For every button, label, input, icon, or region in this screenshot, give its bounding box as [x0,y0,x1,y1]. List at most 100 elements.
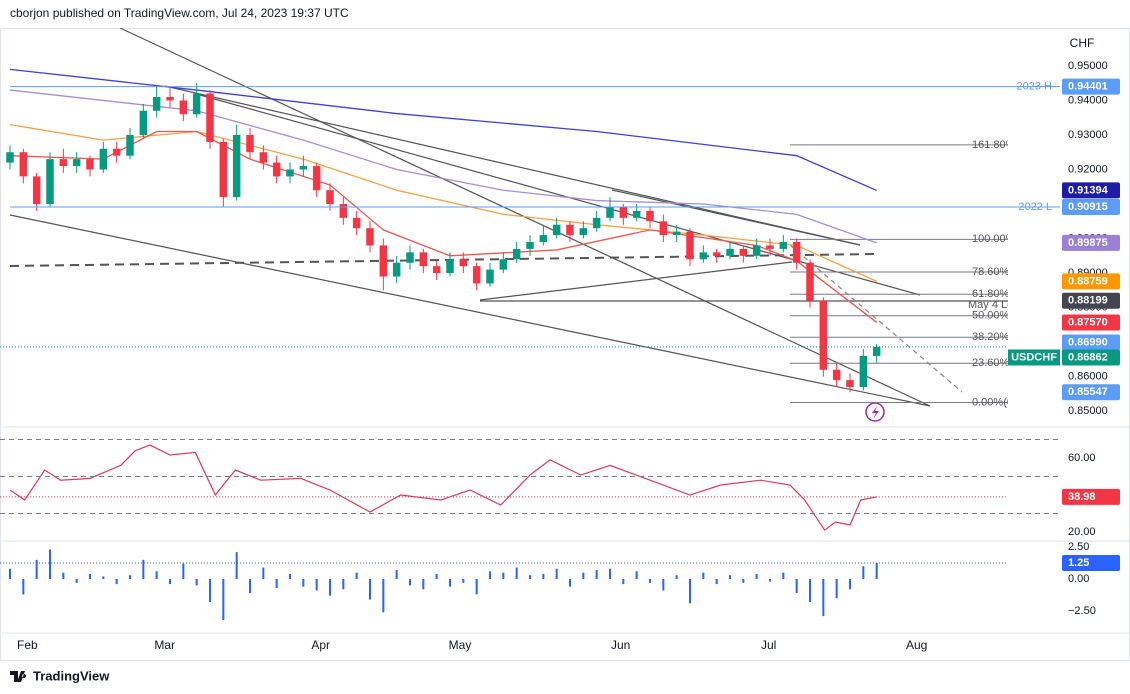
y-tick-label: 0.95000 [1068,60,1108,72]
candle-body [366,228,374,246]
candle-body [859,355,868,388]
candle-body [139,110,148,135]
y-tick-label: 0.92000 [1068,163,1108,175]
candle-body [499,259,508,270]
candle-body [672,231,681,236]
candle-body [112,148,121,156]
fib-label: 78.60%(0.89030) [972,266,1056,278]
y-tick-label: 0.93000 [1068,129,1108,141]
candle-body [379,245,388,277]
histogram-bar [609,568,611,580]
fib-label: 61.80%(0.88386) [972,288,1056,300]
histogram-bar [409,579,411,586]
candle-body [539,235,548,243]
price-tag-label: 0.86862 [1068,351,1108,363]
histogram-bar [342,579,345,590]
histogram-bar [849,579,851,590]
histogram-bar [569,579,571,587]
histogram-bar [435,573,438,580]
histogram-bar [22,579,25,595]
histogram-bar [809,579,811,603]
y-tick-label: 20.00 [1068,526,1096,538]
price-tag-label: 0.87570 [1068,316,1108,328]
candle-body [326,190,334,205]
histogram-bar [395,570,398,580]
histogram-bar [769,579,771,582]
candle-body [752,245,761,256]
candle-body [766,245,774,249]
candle-body [552,224,561,236]
price-tag-label: 0.85547 [1068,386,1108,398]
price-tag [1062,198,1120,215]
trendline [789,244,963,393]
price-tag-label: 1.25 [1068,557,1089,569]
candle-body [299,166,308,170]
histogram-bar [169,579,171,585]
candle-body [179,100,188,115]
logo [10,671,27,682]
histogram-bar [422,579,425,590]
candle-body [432,266,441,274]
histogram-bar [742,579,745,583]
x-tick-label: Feb [17,638,38,652]
candle-body [46,159,54,205]
y-tick-label: 0.86000 [1068,371,1108,383]
candle-body [232,134,241,198]
candle-body [846,380,854,388]
candle-body [312,166,321,191]
candle-body [166,96,174,101]
histogram-bar [222,579,225,620]
trendline [164,85,861,246]
histogram-bar [582,572,585,580]
histogram-bar [302,579,305,587]
histogram-bar [542,573,545,580]
candle-body [832,369,841,381]
histogram-bar [875,563,878,580]
x-tick-label: Mar [154,638,175,652]
currency: CHF [1070,36,1095,50]
fib-label: 100.00%(0.89977) [972,233,1063,245]
y-tick-label: −2.50 [1068,605,1096,617]
candle-body [392,262,401,277]
y-tick-label: 0.94000 [1068,94,1108,106]
histogram-bar [755,573,758,580]
histogram-bar [209,579,211,603]
candle-body [19,152,28,177]
price-tag-label: 0.88199 [1068,295,1108,307]
fib-label: 161.80%(0.92712) [972,139,1063,151]
histogram-bar [142,559,145,580]
histogram-bar [475,579,478,595]
histogram-bar [502,572,505,580]
candle-body [246,134,254,153]
annotation: May 4 Low [968,299,1021,311]
rsi-line [9,444,877,532]
candle-body [472,266,481,284]
candle-body [606,207,614,218]
histogram-bar [369,579,371,600]
price-tag [1062,555,1120,572]
level-label: 2023 H [1017,80,1053,92]
candle-body [126,134,134,156]
candle-body [192,93,201,115]
candle-body [632,210,641,218]
price-tag [1062,292,1120,309]
y-tick-label: 60.00 [1068,452,1096,464]
x-tick-label: Aug [906,638,927,652]
price-tag-label: 0.90915 [1068,201,1108,213]
histogram-bar [649,579,651,583]
histogram-bar [489,571,491,580]
dashed-line [9,253,876,267]
plot-area: 161.80%(0.92712) 100.00%(0.89977) 78.60%(0… [0,68,1063,620]
x-tick-label: May [449,638,472,652]
candle-body [339,204,348,218]
histogram-bar [289,573,291,580]
price-tag-label: 0.89875 [1068,237,1108,249]
histogram-bar [702,572,705,580]
candle-body [686,231,694,260]
candle-body [526,242,534,249]
histogram-bar [835,579,838,599]
candle-body [806,262,814,301]
histogram-bar [715,579,718,585]
trendline [611,189,861,246]
histogram-bar [235,552,238,580]
